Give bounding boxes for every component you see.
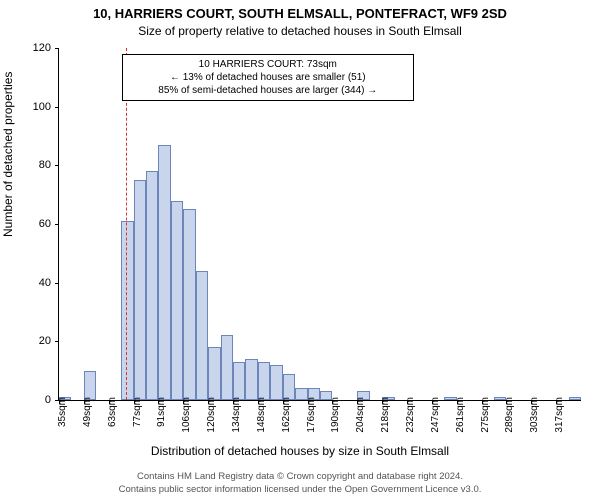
y-tick-mark — [55, 107, 59, 108]
plot-area: 02040608010012035sqm49sqm63sqm77sqm91sqm… — [58, 48, 581, 401]
x-tick-label: 204sqm — [355, 397, 366, 433]
x-tick-label: 134sqm — [231, 397, 242, 433]
y-tick-label: 100 — [21, 101, 51, 113]
x-tick-label: 247sqm — [430, 397, 441, 433]
attribution-line-2: Contains public sector information licen… — [0, 484, 600, 496]
x-tick-label: 190sqm — [330, 397, 341, 433]
y-tick-mark — [55, 48, 59, 49]
annotation-line-3: 85% of semi-detached houses are larger (… — [129, 84, 407, 97]
x-tick-label: 317sqm — [554, 397, 565, 433]
x-tick-label: 77sqm — [132, 397, 143, 427]
x-tick-label: 275sqm — [480, 397, 491, 433]
histogram-bar — [196, 271, 208, 400]
x-tick-label: 162sqm — [281, 397, 292, 433]
histogram-bar — [270, 365, 282, 400]
histogram-bar — [84, 371, 96, 400]
x-tick-label: 176sqm — [306, 397, 317, 433]
histogram-bar — [233, 362, 245, 400]
x-tick-label: 303sqm — [529, 397, 540, 433]
y-tick-label: 0 — [21, 394, 51, 406]
x-tick-label: 261sqm — [455, 397, 466, 433]
histogram-bar — [208, 347, 220, 400]
x-tick-label: 35sqm — [57, 397, 68, 427]
histogram-bar — [183, 209, 195, 400]
y-tick-label: 120 — [21, 42, 51, 54]
x-tick-label: 120sqm — [206, 397, 217, 433]
chart-title-sub: Size of property relative to detached ho… — [0, 24, 600, 38]
x-axis-label: Distribution of detached houses by size … — [0, 444, 600, 458]
histogram-bar — [171, 201, 183, 400]
y-tick-mark — [55, 283, 59, 284]
y-tick-label: 60 — [21, 218, 51, 230]
x-tick-label: 91sqm — [156, 397, 167, 427]
annotation-line-1: 10 HARRIERS COURT: 73sqm — [129, 58, 407, 71]
y-tick-label: 80 — [21, 159, 51, 171]
histogram-bar — [569, 397, 581, 400]
y-tick-mark — [55, 165, 59, 166]
chart-title-main: 10, HARRIERS COURT, SOUTH ELMSALL, PONTE… — [0, 6, 600, 21]
y-tick-mark — [55, 341, 59, 342]
histogram-bar — [258, 362, 270, 400]
y-tick-label: 20 — [21, 335, 51, 347]
x-tick-label: 106sqm — [181, 397, 192, 433]
histogram-bar — [245, 359, 257, 400]
x-tick-label: 218sqm — [380, 397, 391, 433]
annotation-box: 10 HARRIERS COURT: 73sqm← 13% of detache… — [122, 54, 414, 101]
chart-container: 10, HARRIERS COURT, SOUTH ELMSALL, PONTE… — [0, 0, 600, 500]
attribution-line-1: Contains HM Land Registry data © Crown c… — [0, 471, 600, 483]
x-tick-label: 148sqm — [256, 397, 267, 433]
x-tick-label: 63sqm — [107, 397, 118, 427]
x-tick-label: 232sqm — [405, 397, 416, 433]
histogram-bar — [221, 335, 233, 400]
histogram-bar — [134, 180, 146, 400]
y-axis-label: Number of detached properties — [1, 72, 15, 237]
attribution-text: Contains HM Land Registry data © Crown c… — [0, 471, 600, 496]
y-tick-mark — [55, 224, 59, 225]
y-tick-label: 40 — [21, 277, 51, 289]
x-tick-label: 49sqm — [82, 397, 93, 427]
annotation-line-2: ← 13% of detached houses are smaller (51… — [129, 71, 407, 84]
histogram-bar — [146, 171, 158, 400]
x-tick-label: 289sqm — [504, 397, 515, 433]
histogram-bar — [158, 145, 170, 400]
